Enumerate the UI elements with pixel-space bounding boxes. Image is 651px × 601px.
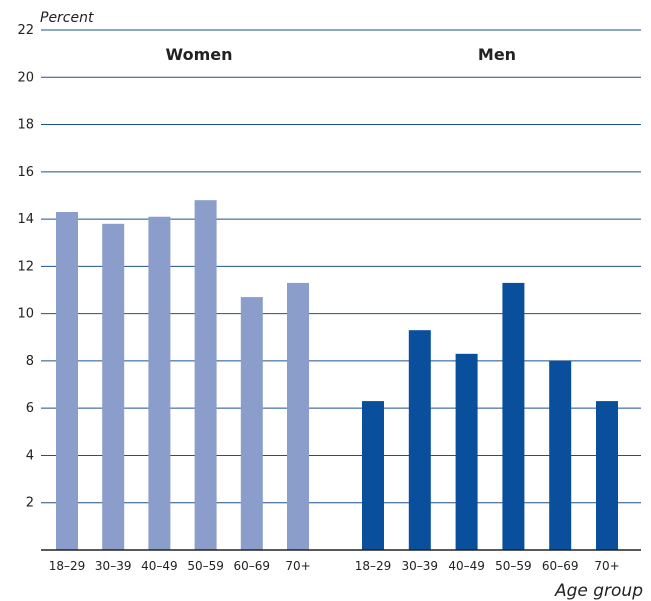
bar-men-4 [549, 360, 572, 550]
y-tick-label: 6 [26, 401, 34, 416]
gridlines [41, 29, 641, 504]
bar-women-4 [240, 297, 263, 550]
y-axis-title: Percent [40, 10, 94, 26]
x-axis-title: Age group [554, 581, 643, 601]
y-tick-label: 12 [17, 259, 34, 274]
x-tick-label: 60–69 [234, 559, 271, 573]
bar-women-2 [148, 216, 171, 550]
x-tick-label: 70+ [594, 559, 619, 573]
x-tick-label: 60–69 [542, 559, 579, 573]
y-tick-label: 14 [17, 212, 34, 227]
panel-title-men: Men [478, 45, 516, 64]
x-tick-label: 40–49 [141, 559, 178, 573]
bar-women-5 [287, 282, 309, 550]
x-tick-label: 70+ [285, 559, 310, 573]
bars [56, 200, 618, 550]
bar-women-0 [56, 212, 78, 550]
y-tick-label: 16 [17, 165, 34, 180]
y-tick-label: 20 [17, 70, 34, 85]
x-tick-label: 40–49 [448, 559, 485, 573]
x-tick-label: 50–59 [187, 559, 224, 573]
x-tick-label: 50–59 [495, 559, 532, 573]
bar-women-1 [102, 223, 125, 550]
y-tick-label: 2 [26, 496, 34, 511]
x-tick-label: 18–29 [49, 559, 86, 573]
bar-men-5 [596, 401, 618, 550]
x-tick-label: 30–39 [95, 559, 132, 573]
x-tick-label: 30–39 [402, 559, 439, 573]
bar-women-3 [194, 200, 217, 550]
labels: Percent Age group Women Men 2 4 6 8 10 12 14 16… [17, 10, 643, 601]
bar-men-2 [455, 353, 478, 550]
bar-men-3 [502, 282, 525, 550]
panel-title-women: Women [166, 45, 233, 64]
bar-men-0 [362, 401, 384, 550]
y-tick-label: 18 [17, 118, 34, 133]
y-tick-label: 8 [26, 354, 34, 369]
y-tick-label: 4 [26, 448, 34, 463]
bar-men-1 [408, 330, 431, 550]
y-tick-label: 22 [17, 23, 34, 38]
y-tick-label: 10 [17, 307, 34, 322]
x-tick-label: 18–29 [355, 559, 392, 573]
